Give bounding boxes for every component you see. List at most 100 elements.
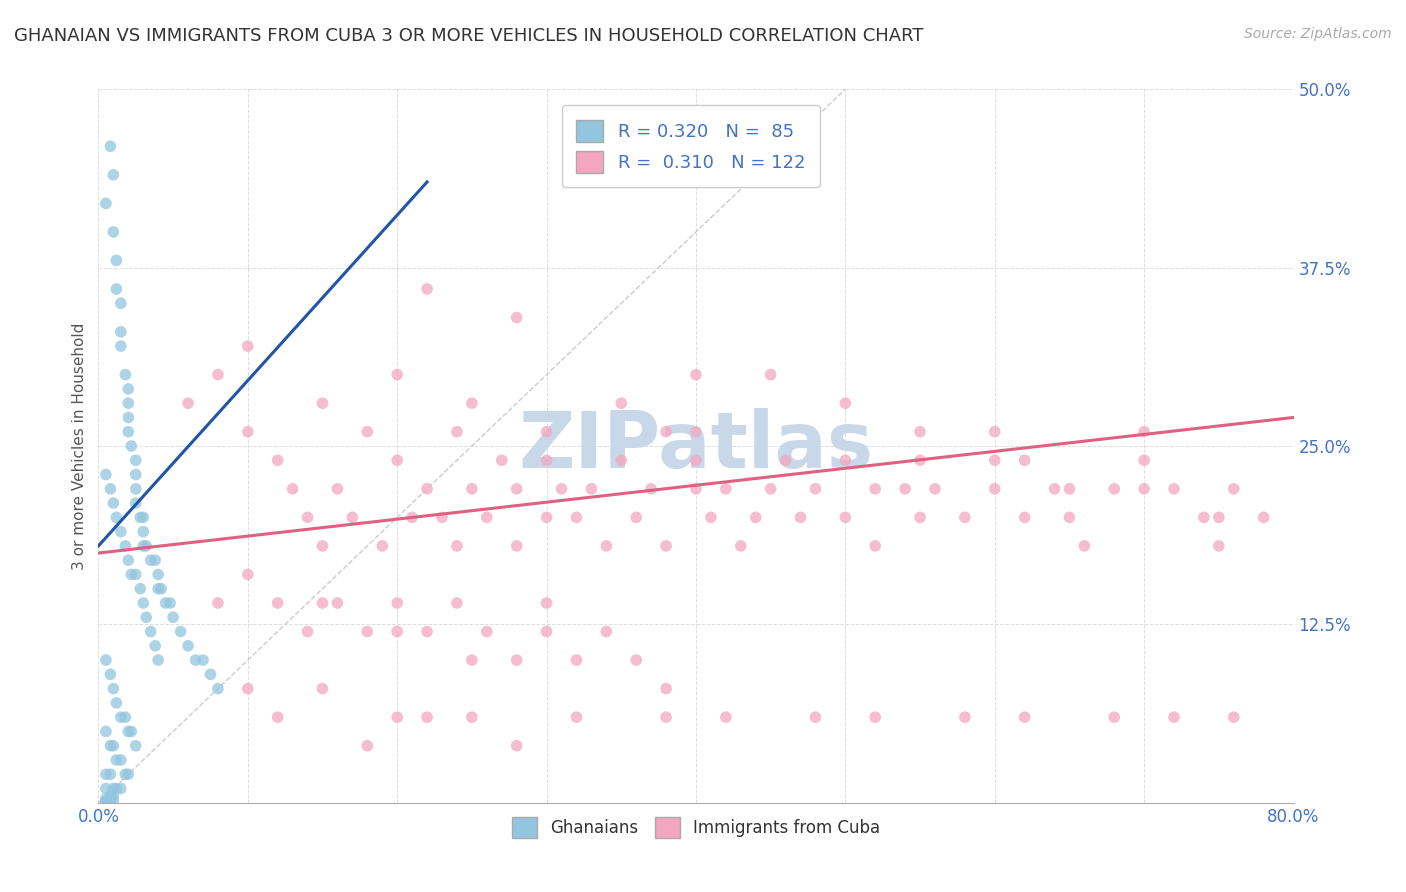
Point xyxy=(745,510,768,524)
Point xyxy=(1192,510,1215,524)
Point xyxy=(94,796,117,810)
Point xyxy=(1133,482,1156,496)
Y-axis label: 3 or more Vehicles in Household: 3 or more Vehicles in Household xyxy=(72,322,87,570)
Point xyxy=(834,453,856,467)
Point xyxy=(610,453,633,467)
Point xyxy=(94,196,117,211)
Point xyxy=(132,596,155,610)
Point xyxy=(148,582,170,596)
Point xyxy=(908,453,931,467)
Point xyxy=(98,789,122,803)
Point xyxy=(94,794,117,808)
Point xyxy=(1133,425,1156,439)
Point xyxy=(94,796,117,810)
Point xyxy=(267,710,290,724)
Point xyxy=(143,553,166,567)
Point xyxy=(461,710,484,724)
Point xyxy=(565,653,588,667)
Point xyxy=(125,496,148,510)
Point xyxy=(595,539,617,553)
Point xyxy=(94,653,117,667)
Point xyxy=(446,596,468,610)
Point xyxy=(117,396,139,410)
Point xyxy=(536,510,558,524)
Point xyxy=(536,453,558,467)
Point xyxy=(342,510,364,524)
Point xyxy=(1059,510,1081,524)
Point xyxy=(984,425,1007,439)
Point xyxy=(94,767,117,781)
Point xyxy=(103,681,125,696)
Point xyxy=(1043,482,1066,496)
Point xyxy=(655,425,678,439)
Point xyxy=(281,482,304,496)
Point xyxy=(1223,710,1246,724)
Point xyxy=(1014,510,1036,524)
Point xyxy=(1163,482,1185,496)
Point xyxy=(236,339,259,353)
Point xyxy=(297,510,319,524)
Point xyxy=(730,539,752,553)
Point xyxy=(135,610,157,624)
Point xyxy=(1253,510,1275,524)
Point xyxy=(714,710,737,724)
Point xyxy=(94,791,117,805)
Point xyxy=(385,624,409,639)
Point xyxy=(129,582,152,596)
Point xyxy=(103,781,125,796)
Point xyxy=(105,282,128,296)
Point xyxy=(117,553,139,567)
Point xyxy=(1104,710,1126,724)
Point xyxy=(1014,453,1036,467)
Point xyxy=(565,710,588,724)
Point xyxy=(536,596,558,610)
Point xyxy=(385,368,409,382)
Legend: Ghanaians, Immigrants from Cuba: Ghanaians, Immigrants from Cuba xyxy=(505,811,887,845)
Point xyxy=(117,425,139,439)
Point xyxy=(114,710,136,724)
Point xyxy=(894,482,917,496)
Point xyxy=(125,739,148,753)
Point xyxy=(110,296,132,310)
Point xyxy=(114,767,136,781)
Point xyxy=(207,596,229,610)
Point xyxy=(385,596,409,610)
Point xyxy=(143,639,166,653)
Point xyxy=(150,582,173,596)
Point xyxy=(536,624,558,639)
Point xyxy=(356,425,378,439)
Point xyxy=(94,781,117,796)
Point xyxy=(655,681,678,696)
Point xyxy=(1163,710,1185,724)
Point xyxy=(110,781,132,796)
Point xyxy=(110,325,132,339)
Point xyxy=(610,396,633,410)
Point xyxy=(640,482,662,496)
Point xyxy=(446,425,468,439)
Point xyxy=(132,539,155,553)
Point xyxy=(103,793,125,807)
Point xyxy=(267,453,290,467)
Point xyxy=(865,539,887,553)
Point xyxy=(714,482,737,496)
Point xyxy=(98,767,122,781)
Point xyxy=(1133,453,1156,467)
Point xyxy=(103,789,125,803)
Point xyxy=(700,510,723,524)
Point xyxy=(475,624,498,639)
Point xyxy=(114,539,136,553)
Point xyxy=(506,482,529,496)
Point xyxy=(865,482,887,496)
Point xyxy=(311,681,333,696)
Point xyxy=(626,510,648,524)
Point xyxy=(461,482,484,496)
Point xyxy=(120,567,142,582)
Point xyxy=(94,796,117,810)
Point xyxy=(110,753,132,767)
Point xyxy=(506,539,529,553)
Point xyxy=(132,524,155,539)
Point xyxy=(110,710,132,724)
Point xyxy=(125,482,148,496)
Point xyxy=(177,639,200,653)
Point xyxy=(326,596,349,610)
